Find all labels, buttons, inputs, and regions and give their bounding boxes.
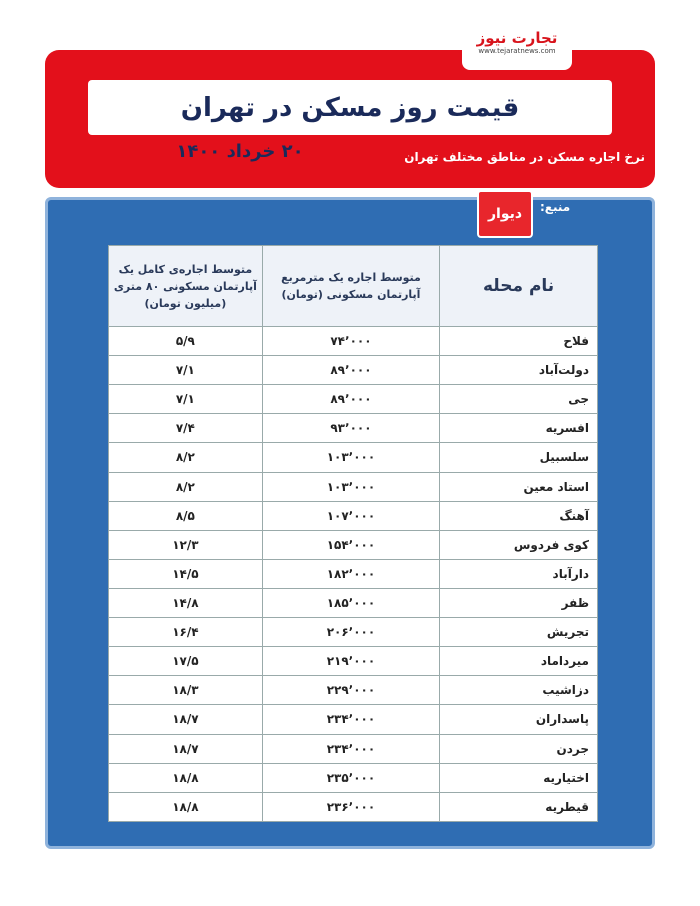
header-row: نام محله متوسط اجاره یک مترمربع آپارتمان … <box>108 245 598 327</box>
neighborhood: دولت‌آباد <box>439 355 598 386</box>
cell: ۱۰۳٬۰۰۰ <box>261 471 441 502</box>
table: نام محله متوسط اجاره یک مترمربع آپارتمان … <box>108 245 598 823</box>
table-row: استاد معین ۱۰۳٬۰۰۰ ۸/۲ <box>108 471 598 502</box>
neighborhood: اختیاریه <box>439 762 598 793</box>
cell: ۱۰۳٬۰۰۰ <box>261 442 441 473</box>
cell: ۵/۹ <box>108 325 263 357</box>
table-row: فلاح ۷۴٬۰۰۰ ۵/۹ <box>108 325 598 357</box>
cell: ۲۳۴٬۰۰۰ <box>261 704 441 735</box>
cell: ۱۸/۳ <box>108 675 263 706</box>
table-row: سلسبیل ۱۰۳٬۰۰۰ ۸/۲ <box>108 442 598 473</box>
neighborhood: تجریش <box>439 617 598 648</box>
neighborhood: میرداماد <box>439 646 598 677</box>
cell: ۷/۱ <box>108 384 263 415</box>
website: www.tejaratnews.com <box>478 47 556 55</box>
cell: ۱۰۷٬۰۰۰ <box>261 500 441 531</box>
cell: ۷/۴ <box>108 413 263 444</box>
cell: ۱۸/۷ <box>108 704 263 735</box>
cell: ۸/۵ <box>108 500 263 531</box>
table-row: تجریش ۲۰۶٬۰۰۰ ۱۶/۴ <box>108 617 598 648</box>
table-row: اختیاریه ۲۳۵٬۰۰۰ ۱۸/۸ <box>108 762 598 793</box>
table-row: میرداماد ۲۱۹٬۰۰۰ ۱۷/۵ <box>108 646 598 677</box>
table-row: جی ۸۹٬۰۰۰ ۷/۱ <box>108 384 598 415</box>
neighborhood: دارآباد <box>439 558 598 589</box>
date: ۲۰ خرداد ۱۴۰۰ <box>176 141 304 162</box>
table-row: کوی فردوس ۱۵۴٬۰۰۰ ۱۲/۳ <box>108 529 598 560</box>
cell: ۸/۲ <box>108 442 263 473</box>
neighborhood: کوی فردوس <box>439 529 598 560</box>
cell: ۷/۱ <box>108 355 263 386</box>
column-header: متوسط اجاره یک مترمربع آپارتمان مسکونی (… <box>261 245 441 327</box>
cell: ۱۸/۷ <box>108 733 263 764</box>
neighborhood: افسریه <box>439 413 598 444</box>
cell: ۲۳۶٬۰۰۰ <box>261 791 441 823</box>
title: قیمت روز مسکن در تهران <box>88 80 612 135</box>
cell: ۲۳۴٬۰۰۰ <box>261 733 441 764</box>
cell: ۱۴/۵ <box>108 558 263 589</box>
cell: ۷۴٬۰۰۰ <box>261 325 441 357</box>
table-body: فلاح ۷۴٬۰۰۰ ۵/۹ دولت‌آباد ۸۹٬۰۰۰ ۷/۱ جی ۸۹٬۰۰۰ ۷… <box>108 325 598 823</box>
cell: ۱۸۵٬۰۰۰ <box>261 587 441 619</box>
neighborhood: ظفر <box>439 587 598 619</box>
logo-text: تجارت نیوز <box>476 29 558 47</box>
table-row: ظفر ۱۸۵٬۰۰۰ ۱۴/۸ <box>108 587 598 619</box>
cell: ۱۵۴٬۰۰۰ <box>261 529 441 560</box>
neighborhood: دزاشیب <box>439 675 598 706</box>
neighborhood: استاد معین <box>439 471 598 502</box>
neighborhood: جی <box>439 384 598 415</box>
column-header: متوسط اجاره‌ی کامل یک آپارتمان مسکونی ۸۰… <box>108 245 263 327</box>
cell: ۱۶/۴ <box>108 617 263 648</box>
table-row: جردن ۲۳۴٬۰۰۰ ۱۸/۷ <box>108 733 598 764</box>
neighborhood: جردن <box>439 733 598 764</box>
cell: ۱۸/۸ <box>108 762 263 793</box>
neighborhood: سلسبیل <box>439 442 598 473</box>
table-row: پاسداران ۲۳۴٬۰۰۰ ۱۸/۷ <box>108 704 598 735</box>
table-row: دارآباد ۱۸۲٬۰۰۰ ۱۴/۵ <box>108 558 598 589</box>
table-row: قیطریه ۲۳۶٬۰۰۰ ۱۸/۸ <box>108 791 598 823</box>
column-header: نام محله <box>439 245 598 327</box>
neighborhood: آهنگ <box>439 500 598 531</box>
cell: ۲۰۶٬۰۰۰ <box>261 617 441 648</box>
table-row: دولت‌آباد ۸۹٬۰۰۰ ۷/۱ <box>108 355 598 386</box>
cell: ۲۱۹٬۰۰۰ <box>261 646 441 677</box>
table-row: افسریه ۹۳٬۰۰۰ ۷/۴ <box>108 413 598 444</box>
table-row: دزاشیب ۲۲۹٬۰۰۰ ۱۸/۳ <box>108 675 598 706</box>
table-row: آهنگ ۱۰۷٬۰۰۰ ۸/۵ <box>108 500 598 531</box>
cell: ۲۳۵٬۰۰۰ <box>261 762 441 793</box>
subtitle: نرخ اجاره مسکن در مناطق مختلف تهران <box>404 150 645 164</box>
cell: ۸۹٬۰۰۰ <box>261 384 441 415</box>
logo-box: تجارت نیوز www.tejaratnews.com <box>462 24 572 70</box>
cell: ۱۲/۳ <box>108 529 263 560</box>
neighborhood: فلاح <box>439 325 598 357</box>
source-label: منبع: <box>540 200 571 214</box>
cell: ۸/۲ <box>108 471 263 502</box>
cell: ۸۹٬۰۰۰ <box>261 355 441 386</box>
cell: ۱۸۲٬۰۰۰ <box>261 558 441 589</box>
neighborhood: قیطریه <box>439 791 598 823</box>
cell: ۹۳٬۰۰۰ <box>261 413 441 444</box>
neighborhood: پاسداران <box>439 704 598 735</box>
source-name: دیوار <box>477 190 533 238</box>
cell: ۱۷/۵ <box>108 646 263 677</box>
cell: ۲۲۹٬۰۰۰ <box>261 675 441 706</box>
cell: ۱۸/۸ <box>108 791 263 823</box>
cell: ۱۴/۸ <box>108 587 263 619</box>
